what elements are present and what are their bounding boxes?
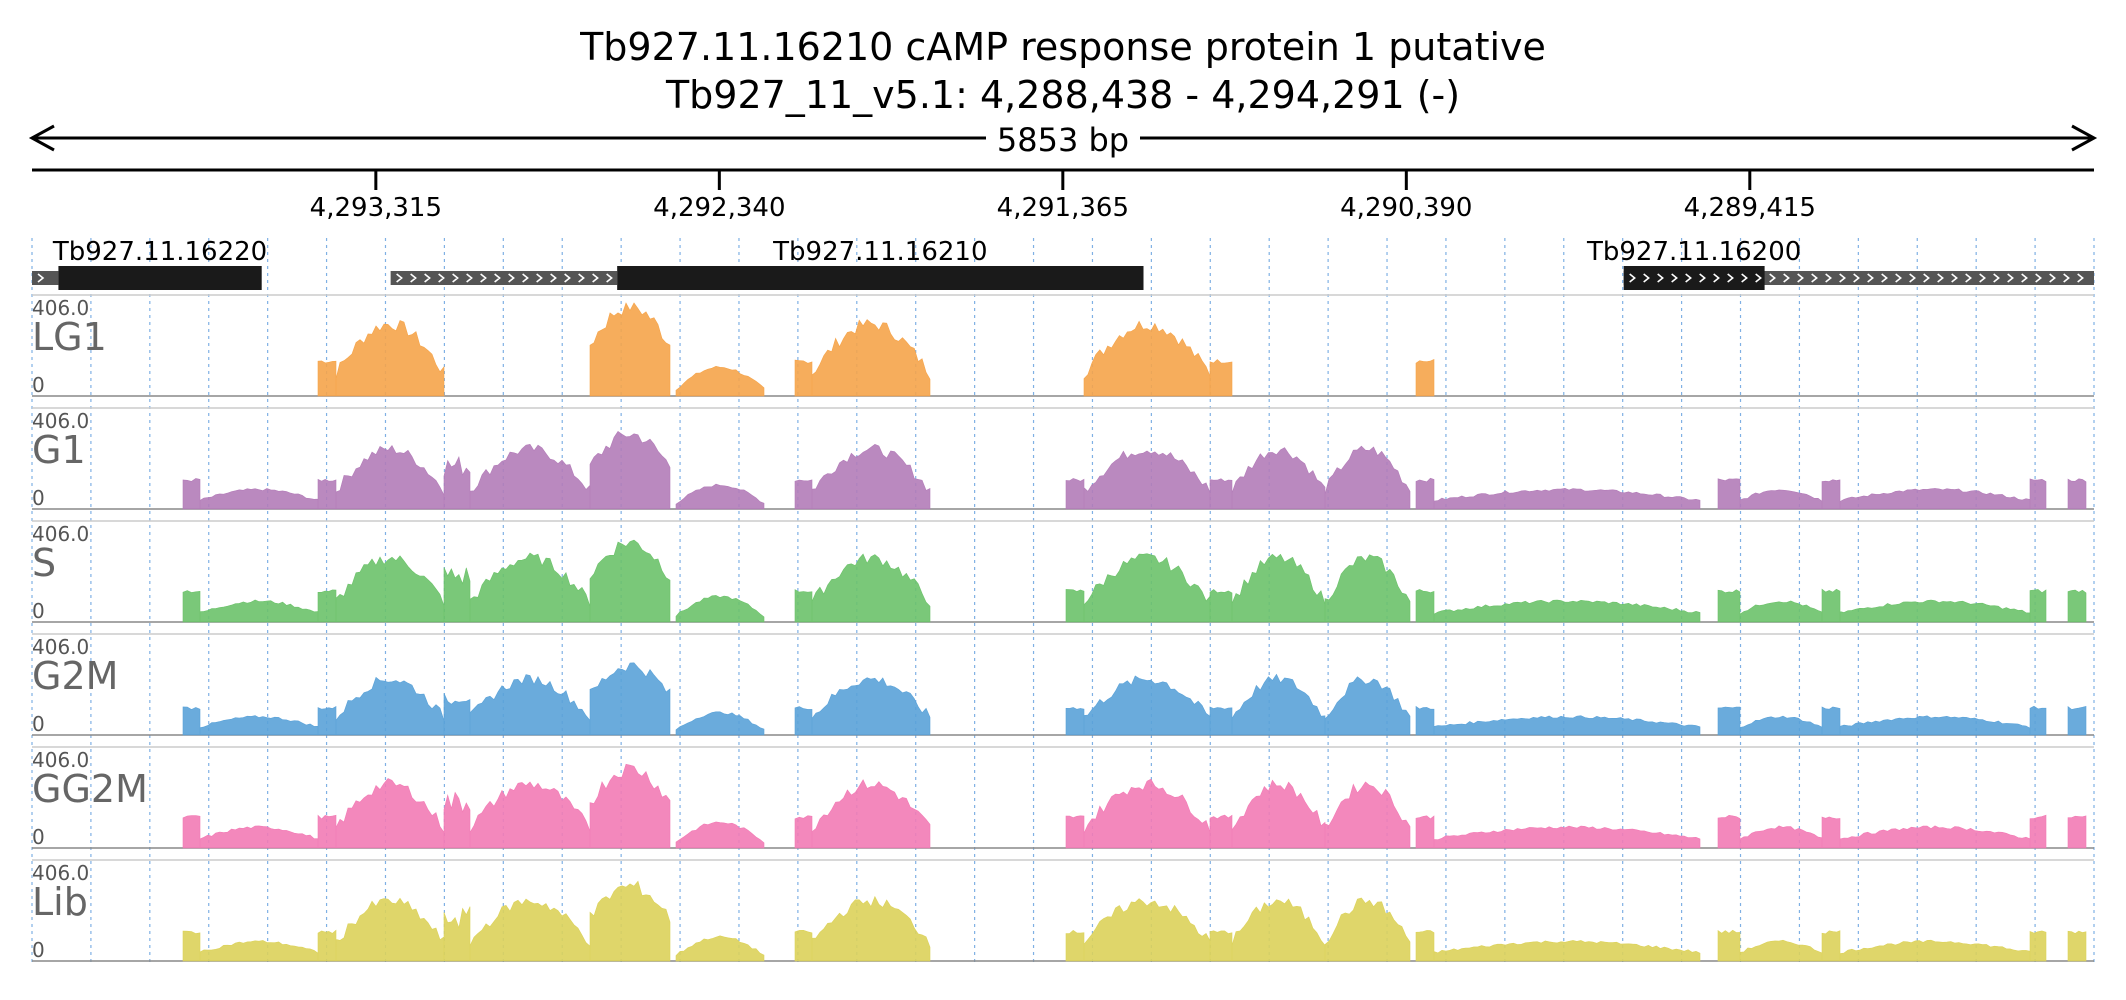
track-GG2M: 406.0 0 GG2M bbox=[32, 746, 2094, 849]
track-Lib: 406.0 0 Lib bbox=[32, 859, 2094, 962]
coverage-area bbox=[182, 763, 2087, 849]
ruler-tick-label: 4,292,340 bbox=[653, 193, 785, 223]
coverage-area bbox=[182, 880, 2087, 962]
gene-utr bbox=[390, 271, 618, 285]
gene-cds bbox=[58, 266, 262, 290]
gene-annotation-track: Tb927.11.16220 Tb927.11.16210 Tb927.11.162… bbox=[32, 237, 2094, 290]
span-label: 5853 bp bbox=[997, 121, 1129, 159]
title-line1: Tb927.11.16210 cAMP response protein 1 p… bbox=[579, 25, 1546, 69]
gene-label: Tb927.11.16220 bbox=[52, 237, 267, 267]
strand-chevrons bbox=[37, 273, 45, 283]
title-line2: Tb927_11_v5.1: 4,288,438 - 4,294,291 (-) bbox=[665, 73, 1460, 117]
track-name: S bbox=[32, 541, 56, 585]
ruler: 4,293,315 4,292,340 4,291,365 4,290,390 4,28… bbox=[32, 168, 2094, 223]
track-name: LG1 bbox=[32, 315, 107, 359]
coverage-area bbox=[182, 430, 2087, 510]
coverage-area bbox=[182, 662, 2087, 736]
track-min-label: 0 bbox=[32, 938, 45, 962]
ruler-tick-label: 4,290,390 bbox=[1340, 193, 1472, 223]
track-LG1: 406.0 0 LG1 bbox=[32, 294, 2094, 397]
track-min-label: 0 bbox=[32, 712, 45, 736]
gene-Tb927.11.16210: Tb927.11.16210 bbox=[390, 237, 1144, 290]
track-min-label: 0 bbox=[32, 599, 45, 623]
track-name: GG2M bbox=[32, 767, 148, 811]
gene-cds bbox=[617, 266, 1144, 290]
coverage-tracks: 406.00LG1406.00G1406.00S406.00G2M406.00G… bbox=[32, 294, 2094, 962]
gene-label: Tb927.11.16210 bbox=[772, 237, 987, 267]
gene-cds bbox=[1623, 266, 1765, 290]
strand-chevrons bbox=[1629, 273, 2084, 283]
span-arrow: 5853 bp bbox=[28, 118, 2098, 159]
track-max-label: 406.0 bbox=[32, 635, 89, 659]
coverage-area bbox=[182, 539, 2087, 623]
gene-utr bbox=[32, 271, 59, 285]
track-name: Lib bbox=[32, 880, 88, 924]
ruler-tick-label: 4,293,315 bbox=[310, 193, 442, 223]
track-max-label: 406.0 bbox=[32, 748, 89, 772]
track-max-label: 406.0 bbox=[32, 861, 89, 885]
track-G2M: 406.0 0 G2M bbox=[32, 633, 2094, 736]
track-G1: 406.0 0 G1 bbox=[32, 407, 2094, 510]
ruler-tick-label: 4,289,415 bbox=[1684, 193, 1816, 223]
track-min-label: 0 bbox=[32, 373, 45, 397]
coverage-area bbox=[317, 302, 1435, 397]
ruler-tick-label: 4,291,365 bbox=[997, 193, 1129, 223]
track-min-label: 0 bbox=[32, 486, 45, 510]
gene-Tb927.11.16200: Tb927.11.16200 bbox=[1586, 237, 2094, 290]
gene-Tb927.11.16220: Tb927.11.16220 bbox=[32, 237, 267, 290]
track-max-label: 406.0 bbox=[32, 409, 89, 433]
track-name: G2M bbox=[32, 654, 118, 698]
track-S: 406.0 0 S bbox=[32, 520, 2094, 623]
track-name: G1 bbox=[32, 428, 86, 472]
track-min-label: 0 bbox=[32, 825, 45, 849]
track-max-label: 406.0 bbox=[32, 296, 89, 320]
track-max-label: 406.0 bbox=[32, 522, 89, 546]
gene-label: Tb927.11.16200 bbox=[1586, 237, 1801, 267]
strand-chevrons bbox=[396, 273, 613, 283]
